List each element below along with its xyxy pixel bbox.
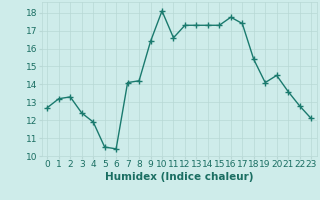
X-axis label: Humidex (Indice chaleur): Humidex (Indice chaleur) bbox=[105, 172, 253, 182]
